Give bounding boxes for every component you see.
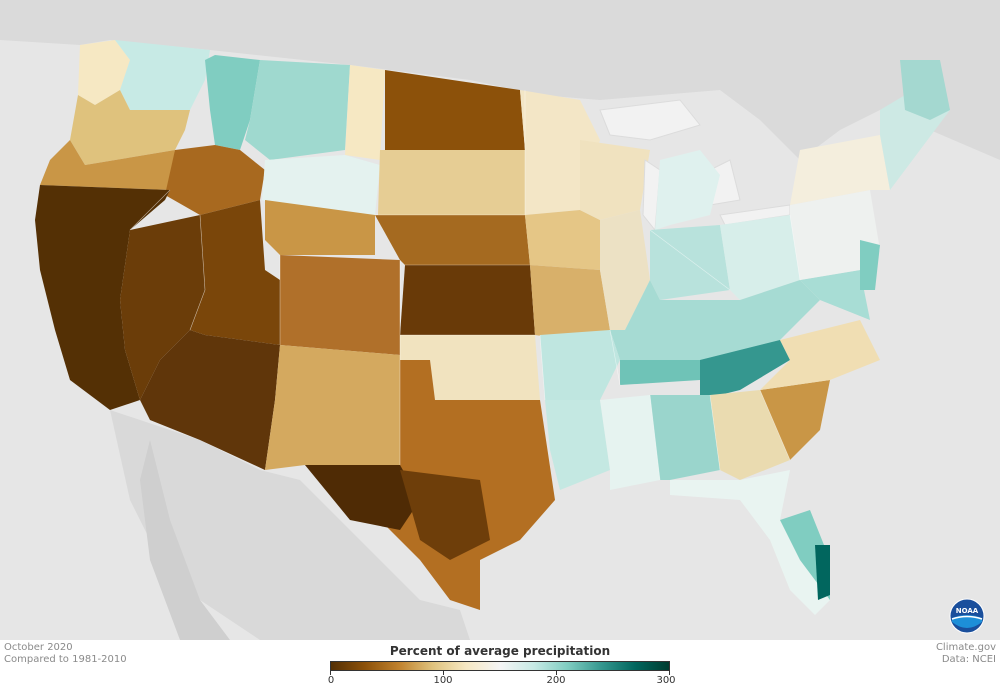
region-utah [190, 200, 280, 345]
region-oregon-north [70, 90, 190, 165]
canada-land [0, 0, 1000, 160]
baja-land [140, 440, 230, 640]
region-ohio [720, 215, 800, 300]
map-credit: Climate.gov [935, 642, 996, 653]
region-mississippi [600, 395, 660, 490]
region-south-dakota [378, 150, 525, 215]
region-florida [670, 470, 830, 615]
region-kentucky [610, 280, 820, 360]
region-new-york [790, 135, 890, 205]
region-illinois [600, 210, 650, 330]
region-arkansas [540, 330, 620, 400]
legend-label-0: 0 [327, 675, 335, 686]
region-maine [900, 60, 950, 120]
legend-title: Percent of average precipitation [389, 644, 611, 658]
region-texas-west [305, 465, 420, 530]
map-svg [0, 0, 1000, 640]
region-wa-coast [78, 40, 130, 105]
region-tennessee-east [700, 340, 790, 400]
map-footer: October 2020 Compared to 1981-2010 Clima… [0, 640, 1000, 690]
region-indiana [650, 225, 730, 300]
region-new-mexico [265, 345, 400, 470]
noaa-logo-text: NOAA [956, 607, 979, 615]
region-nebraska [375, 215, 530, 265]
map-source: Data: NCEI [941, 654, 996, 665]
precipitation-map [0, 0, 1000, 640]
region-louisiana [545, 400, 610, 490]
region-alabama [650, 395, 720, 480]
region-south-carolina [760, 380, 830, 460]
map-baseline: Compared to 1981-2010 [4, 654, 127, 665]
region-arizona [140, 330, 280, 470]
region-oregon-south [40, 140, 175, 190]
region-pennsylvania [790, 190, 880, 280]
legend-tick-300 [669, 671, 670, 675]
legend-color-bar [330, 661, 670, 671]
region-idaho-north [205, 55, 260, 150]
region-wyoming [262, 155, 380, 215]
region-montana-east [345, 65, 385, 160]
region-wa-central [115, 40, 210, 110]
legend-label-200: 200 [546, 675, 566, 686]
noaa-logo: NOAA [949, 598, 985, 634]
state-borders [129, 90, 801, 481]
region-wy-south [265, 200, 375, 255]
region-missouri [530, 265, 610, 345]
region-florida-east [815, 545, 830, 600]
legend-tick-0 [330, 671, 331, 675]
region-north-dakota [385, 70, 525, 150]
region-oklahoma [400, 335, 540, 400]
map-date: October 2020 [4, 642, 73, 653]
lake-superior [599, 99, 701, 141]
noaa-logo-icon: NOAA [949, 598, 985, 634]
region-new-jersey [860, 240, 880, 290]
legend-label-100: 100 [433, 675, 453, 686]
legend-label-300: 300 [656, 675, 676, 686]
region-georgia [710, 390, 790, 480]
region-colorado [280, 255, 400, 355]
region-virginia [800, 270, 870, 320]
region-kansas [400, 265, 535, 335]
region-california [35, 185, 170, 410]
region-north-carolina [760, 320, 880, 390]
region-montana-west [245, 60, 350, 160]
region-idaho-south [165, 145, 265, 215]
legend-tick-100 [443, 671, 444, 675]
region-wisconsin [580, 140, 650, 220]
mexico-land [110, 410, 470, 640]
region-nevada [120, 215, 205, 400]
region-michigan [655, 150, 720, 230]
legend-tick-200 [556, 671, 557, 675]
region-texas-central [400, 470, 490, 560]
region-iowa [525, 210, 600, 270]
